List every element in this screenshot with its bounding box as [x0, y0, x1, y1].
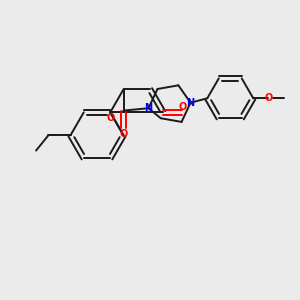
Text: O: O: [178, 102, 187, 112]
Text: O: O: [106, 112, 114, 123]
Text: O: O: [264, 93, 273, 103]
Text: N: N: [145, 103, 153, 113]
Text: N: N: [187, 98, 195, 108]
Text: O: O: [119, 128, 128, 139]
